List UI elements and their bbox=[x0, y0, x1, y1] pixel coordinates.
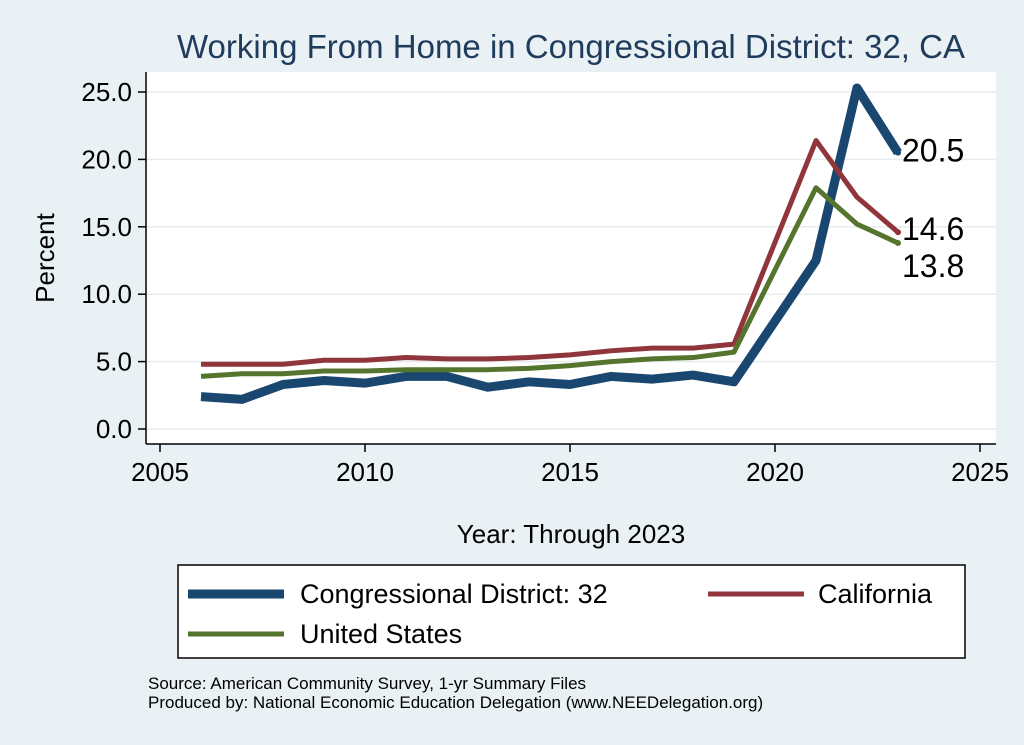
y-tick-label: 20.0 bbox=[81, 144, 132, 174]
x-axis-label: Year: Through 2023 bbox=[457, 519, 685, 549]
x-tick-label: 2025 bbox=[951, 457, 1009, 487]
end-point-2 bbox=[895, 239, 901, 246]
x-tick-label: 2005 bbox=[131, 457, 189, 487]
y-tick-label: 0.0 bbox=[96, 414, 132, 444]
y-tick-label: 5.0 bbox=[96, 347, 132, 377]
series-lines bbox=[200, 83, 902, 404]
end-point-0 bbox=[895, 149, 901, 156]
legend: Congressional District: 32 California Unit… bbox=[188, 579, 933, 649]
x-tick-label: 2015 bbox=[541, 457, 599, 487]
end-label-0: 20.5 bbox=[902, 133, 964, 169]
y-tick-label: 25.0 bbox=[81, 77, 132, 107]
x-tick-label: 2010 bbox=[336, 457, 394, 487]
chart-title: Working From Home in Congressional Distr… bbox=[177, 28, 965, 65]
series-line-1 bbox=[201, 138, 900, 367]
y-ticks: 0.0 5.0 10.0 15.0 20.0 25.0 bbox=[81, 77, 146, 444]
end-labels: 20.5 14.613.8 bbox=[902, 133, 964, 284]
end-label-1: 14.6 bbox=[902, 211, 964, 247]
legend-label-2: United States bbox=[300, 619, 462, 649]
legend-label-0: Congressional District: 32 bbox=[300, 579, 608, 609]
legend-box bbox=[177, 564, 966, 659]
x-tick-label: 2020 bbox=[746, 457, 804, 487]
axes bbox=[145, 72, 996, 445]
x-ticks: 2005 2010 2015 2020 2025 bbox=[131, 444, 1009, 487]
end-point-1 bbox=[895, 229, 901, 236]
y-tick-label: 10.0 bbox=[81, 279, 132, 309]
producer-note: Produced by: National Economic Education… bbox=[148, 693, 763, 712]
source-note: Source: American Community Survey, 1-yr … bbox=[148, 674, 586, 693]
y-axis-label: Percent bbox=[30, 212, 60, 302]
end-label-2: 13.8 bbox=[902, 248, 964, 284]
series-line-2 bbox=[200, 185, 900, 379]
y-tick-label: 15.0 bbox=[81, 212, 132, 242]
legend-label-1: California bbox=[818, 579, 933, 609]
series-line-0 bbox=[200, 83, 902, 404]
